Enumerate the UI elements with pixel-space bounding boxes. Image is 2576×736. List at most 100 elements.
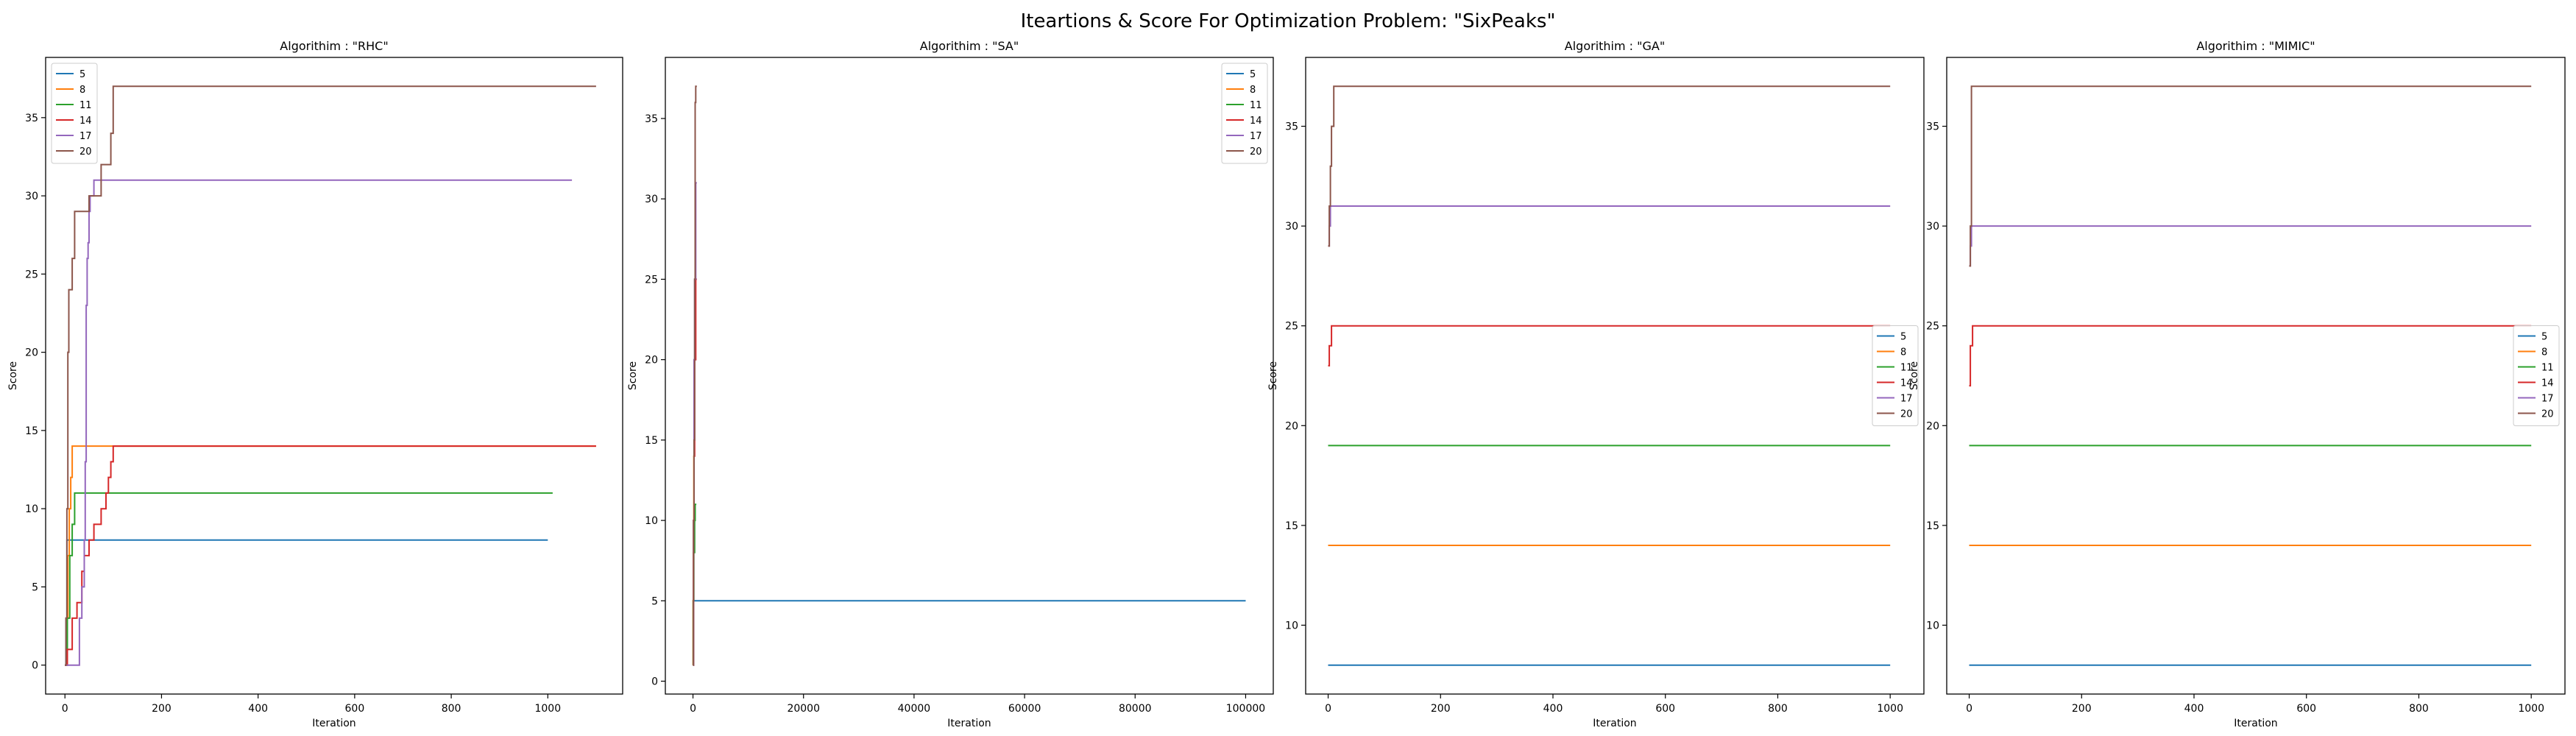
legend-label: 5: [1900, 332, 1906, 343]
legend-label: 14: [2541, 378, 2554, 389]
series-line-5: [65, 539, 548, 666]
y-tick-label: 15: [1926, 520, 1939, 532]
series-line-17: [1328, 205, 1891, 247]
legend: 5 8 11 14 17 20: [1872, 325, 1919, 426]
x-axis-label: Iteration: [947, 718, 991, 729]
y-tick-label: 25: [1926, 321, 1939, 333]
series-line-14: [65, 445, 596, 666]
x-tick-label: 600: [2296, 703, 2316, 715]
x-tick-label: 80000: [1119, 703, 1152, 715]
y-tick-label: 5: [651, 595, 658, 607]
y-tick-label: 0: [651, 676, 658, 688]
x-tick-label: 200: [152, 703, 171, 715]
x-tick-label: 60000: [1008, 703, 1041, 715]
y-tick-label: 20: [25, 347, 38, 359]
legend-label: 14: [1900, 378, 1913, 389]
y-tick-label: 25: [1285, 321, 1298, 333]
x-tick-label: 200: [2072, 703, 2092, 715]
series-line-20: [65, 85, 596, 666]
series-line-14: [1328, 325, 1891, 367]
y-tick-label: 35: [1285, 121, 1298, 133]
y-tick-label: 10: [25, 503, 38, 515]
x-tick-label: 0: [1966, 703, 1972, 715]
y-axis-label: Score: [1267, 361, 1279, 390]
x-axis-label: Iteration: [1593, 718, 1636, 729]
legend-label: 17: [1900, 394, 1913, 405]
series-line-14: [1969, 325, 2532, 387]
y-tick-label: 35: [25, 113, 38, 124]
x-tick-label: 200: [1431, 703, 1451, 715]
x-tick-label: 1000: [2518, 703, 2544, 715]
y-axis-label: Score: [7, 361, 19, 390]
x-tick-label: 800: [2409, 703, 2429, 715]
y-tick-label: 10: [1926, 620, 1939, 631]
legend-label: 14: [79, 116, 92, 127]
plot-frame: [665, 57, 1274, 695]
x-tick-label: 400: [1543, 703, 1563, 715]
x-axis-label: Iteration: [2234, 718, 2277, 729]
x-tick-label: 1000: [534, 703, 561, 715]
series-line-20: [1969, 85, 2532, 267]
chart-title: Algorithim : "RHC": [280, 39, 388, 53]
y-axis-label: Score: [1908, 361, 1920, 390]
y-tick-label: 30: [645, 194, 658, 205]
y-tick-label: 35: [645, 113, 658, 125]
x-tick-label: 1000: [1877, 703, 1903, 715]
y-tick-label: 30: [1926, 221, 1939, 233]
x-tick-label: 400: [2184, 703, 2204, 715]
plot-frame: [45, 57, 623, 695]
y-tick-label: 35: [1926, 121, 1939, 133]
legend-label: 5: [1250, 69, 1256, 80]
legend-label: 20: [79, 146, 92, 158]
y-tick-label: 15: [645, 435, 658, 447]
y-tick-label: 0: [32, 660, 38, 672]
y-tick-label: 10: [645, 515, 658, 527]
x-axis-label: Iteration: [312, 718, 355, 729]
legend: 5 8 11 14 17 20: [1221, 63, 1268, 164]
series-line-17: [1969, 225, 2532, 267]
x-tick-label: 40000: [898, 703, 931, 715]
legend-label: 8: [1250, 85, 1256, 96]
x-tick-label: 100000: [1226, 703, 1265, 715]
x-tick-label: 0: [62, 703, 68, 715]
legend-label: 17: [2541, 394, 2554, 405]
series-line-8: [65, 445, 596, 666]
legend-label: 11: [1250, 100, 1262, 111]
y-tick-label: 30: [1285, 221, 1298, 233]
x-tick-label: 800: [1768, 703, 1788, 715]
series-line-17: [65, 179, 573, 666]
x-tick-label: 0: [690, 703, 696, 715]
x-tick-label: 800: [442, 703, 461, 715]
y-tick-label: 20: [1926, 420, 1939, 432]
figure-title: Iteartions & Score For Optimization Prob…: [1020, 10, 1556, 32]
legend-label: 8: [2541, 347, 2547, 358]
legend: 5 8 11 14 17 20: [51, 63, 98, 164]
series-line-20: [693, 85, 697, 666]
x-tick-label: 400: [248, 703, 268, 715]
y-tick-label: 30: [25, 191, 38, 202]
legend-label: 8: [79, 85, 85, 96]
legend-label: 8: [1900, 347, 1906, 358]
chart-panel-1: Algorithim : "RHC" 0 200 400 600 800 1000 0 5 10 1…: [7, 39, 623, 729]
y-tick-label: 25: [645, 274, 658, 286]
legend-label: 17: [1250, 131, 1262, 142]
legend-label: 5: [2541, 332, 2547, 343]
x-tick-label: 600: [345, 703, 365, 715]
x-tick-label: 20000: [787, 703, 820, 715]
legend-label: 20: [1900, 409, 1913, 420]
plot-frame: [1305, 57, 1925, 695]
y-tick-label: 25: [25, 269, 38, 280]
legend-label: 17: [79, 131, 92, 142]
x-tick-label: 0: [1325, 703, 1331, 715]
plot-frame: [1946, 57, 2566, 695]
x-tick-label: 600: [1655, 703, 1675, 715]
series-line-20: [1328, 85, 1891, 247]
chart-panel-2: Algorithim : "SA" 0 20000 40000 60000 80000 10…: [627, 39, 1274, 729]
y-axis-label: Score: [627, 361, 639, 390]
legend-label: 20: [2541, 409, 2554, 420]
y-tick-label: 20: [645, 355, 658, 367]
series-line-11: [65, 492, 553, 666]
chart-panel-4: Algorithim : "MIMIC" 0 200 400 600 800 1000 10 1…: [1908, 39, 2566, 729]
y-tick-label: 15: [25, 425, 38, 437]
